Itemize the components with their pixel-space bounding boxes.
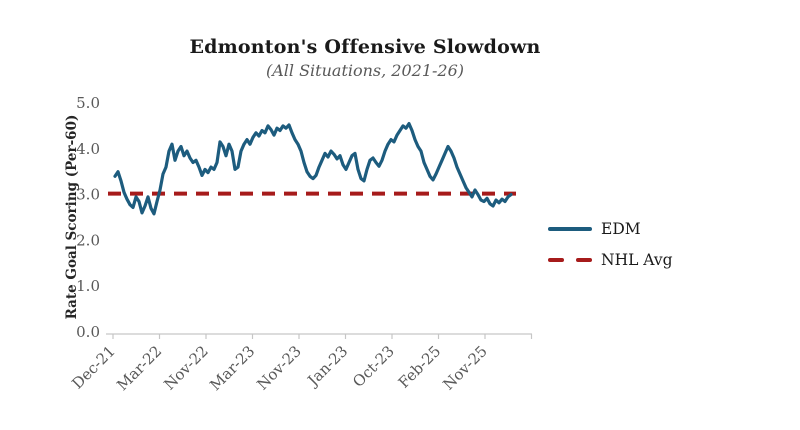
x-tick-label: Mar-22	[113, 342, 165, 394]
x-tick-label: Nov-22	[160, 342, 211, 393]
y-tick-label: 3.0	[76, 186, 100, 204]
x-tick-label: Jan-23	[303, 342, 352, 391]
x-tick-label: Mar-23	[206, 342, 258, 394]
nhl-avg-dashed-swatch-icon	[548, 258, 592, 262]
y-tick-label: 0.0	[76, 323, 100, 341]
legend-item-edm: EDM	[548, 220, 673, 238]
chart-subtitle: (All Situations, 2021-26)	[265, 61, 465, 80]
chart-title: Edmonton's Offensive Slowdown	[189, 36, 541, 58]
legend-item-nhl-avg: NHL Avg	[548, 251, 673, 269]
legend-label-nhl-avg: NHL Avg	[601, 251, 673, 269]
y-tick-label: 1.0	[76, 277, 100, 295]
x-tick-label: Feb-25	[395, 342, 445, 392]
legend-label-edm: EDM	[601, 220, 641, 238]
x-tick-label: Dec-21	[68, 342, 119, 393]
chart-header: Edmonton's Offensive Slowdown (All Situa…	[0, 36, 730, 80]
edm-line-swatch-icon	[548, 227, 592, 231]
y-tick-label: 5.0	[76, 94, 100, 112]
x-tick-label: Oct-23	[349, 342, 398, 391]
x-tick-label: Nov-23	[253, 342, 304, 393]
edm-line	[113, 121, 513, 216]
y-tick-label: 4.0	[76, 140, 100, 158]
y-tick-label: 2.0	[76, 231, 100, 249]
chart-legend: EDM NHL Avg	[548, 220, 673, 269]
x-tick-label: Nov-25	[439, 342, 490, 393]
